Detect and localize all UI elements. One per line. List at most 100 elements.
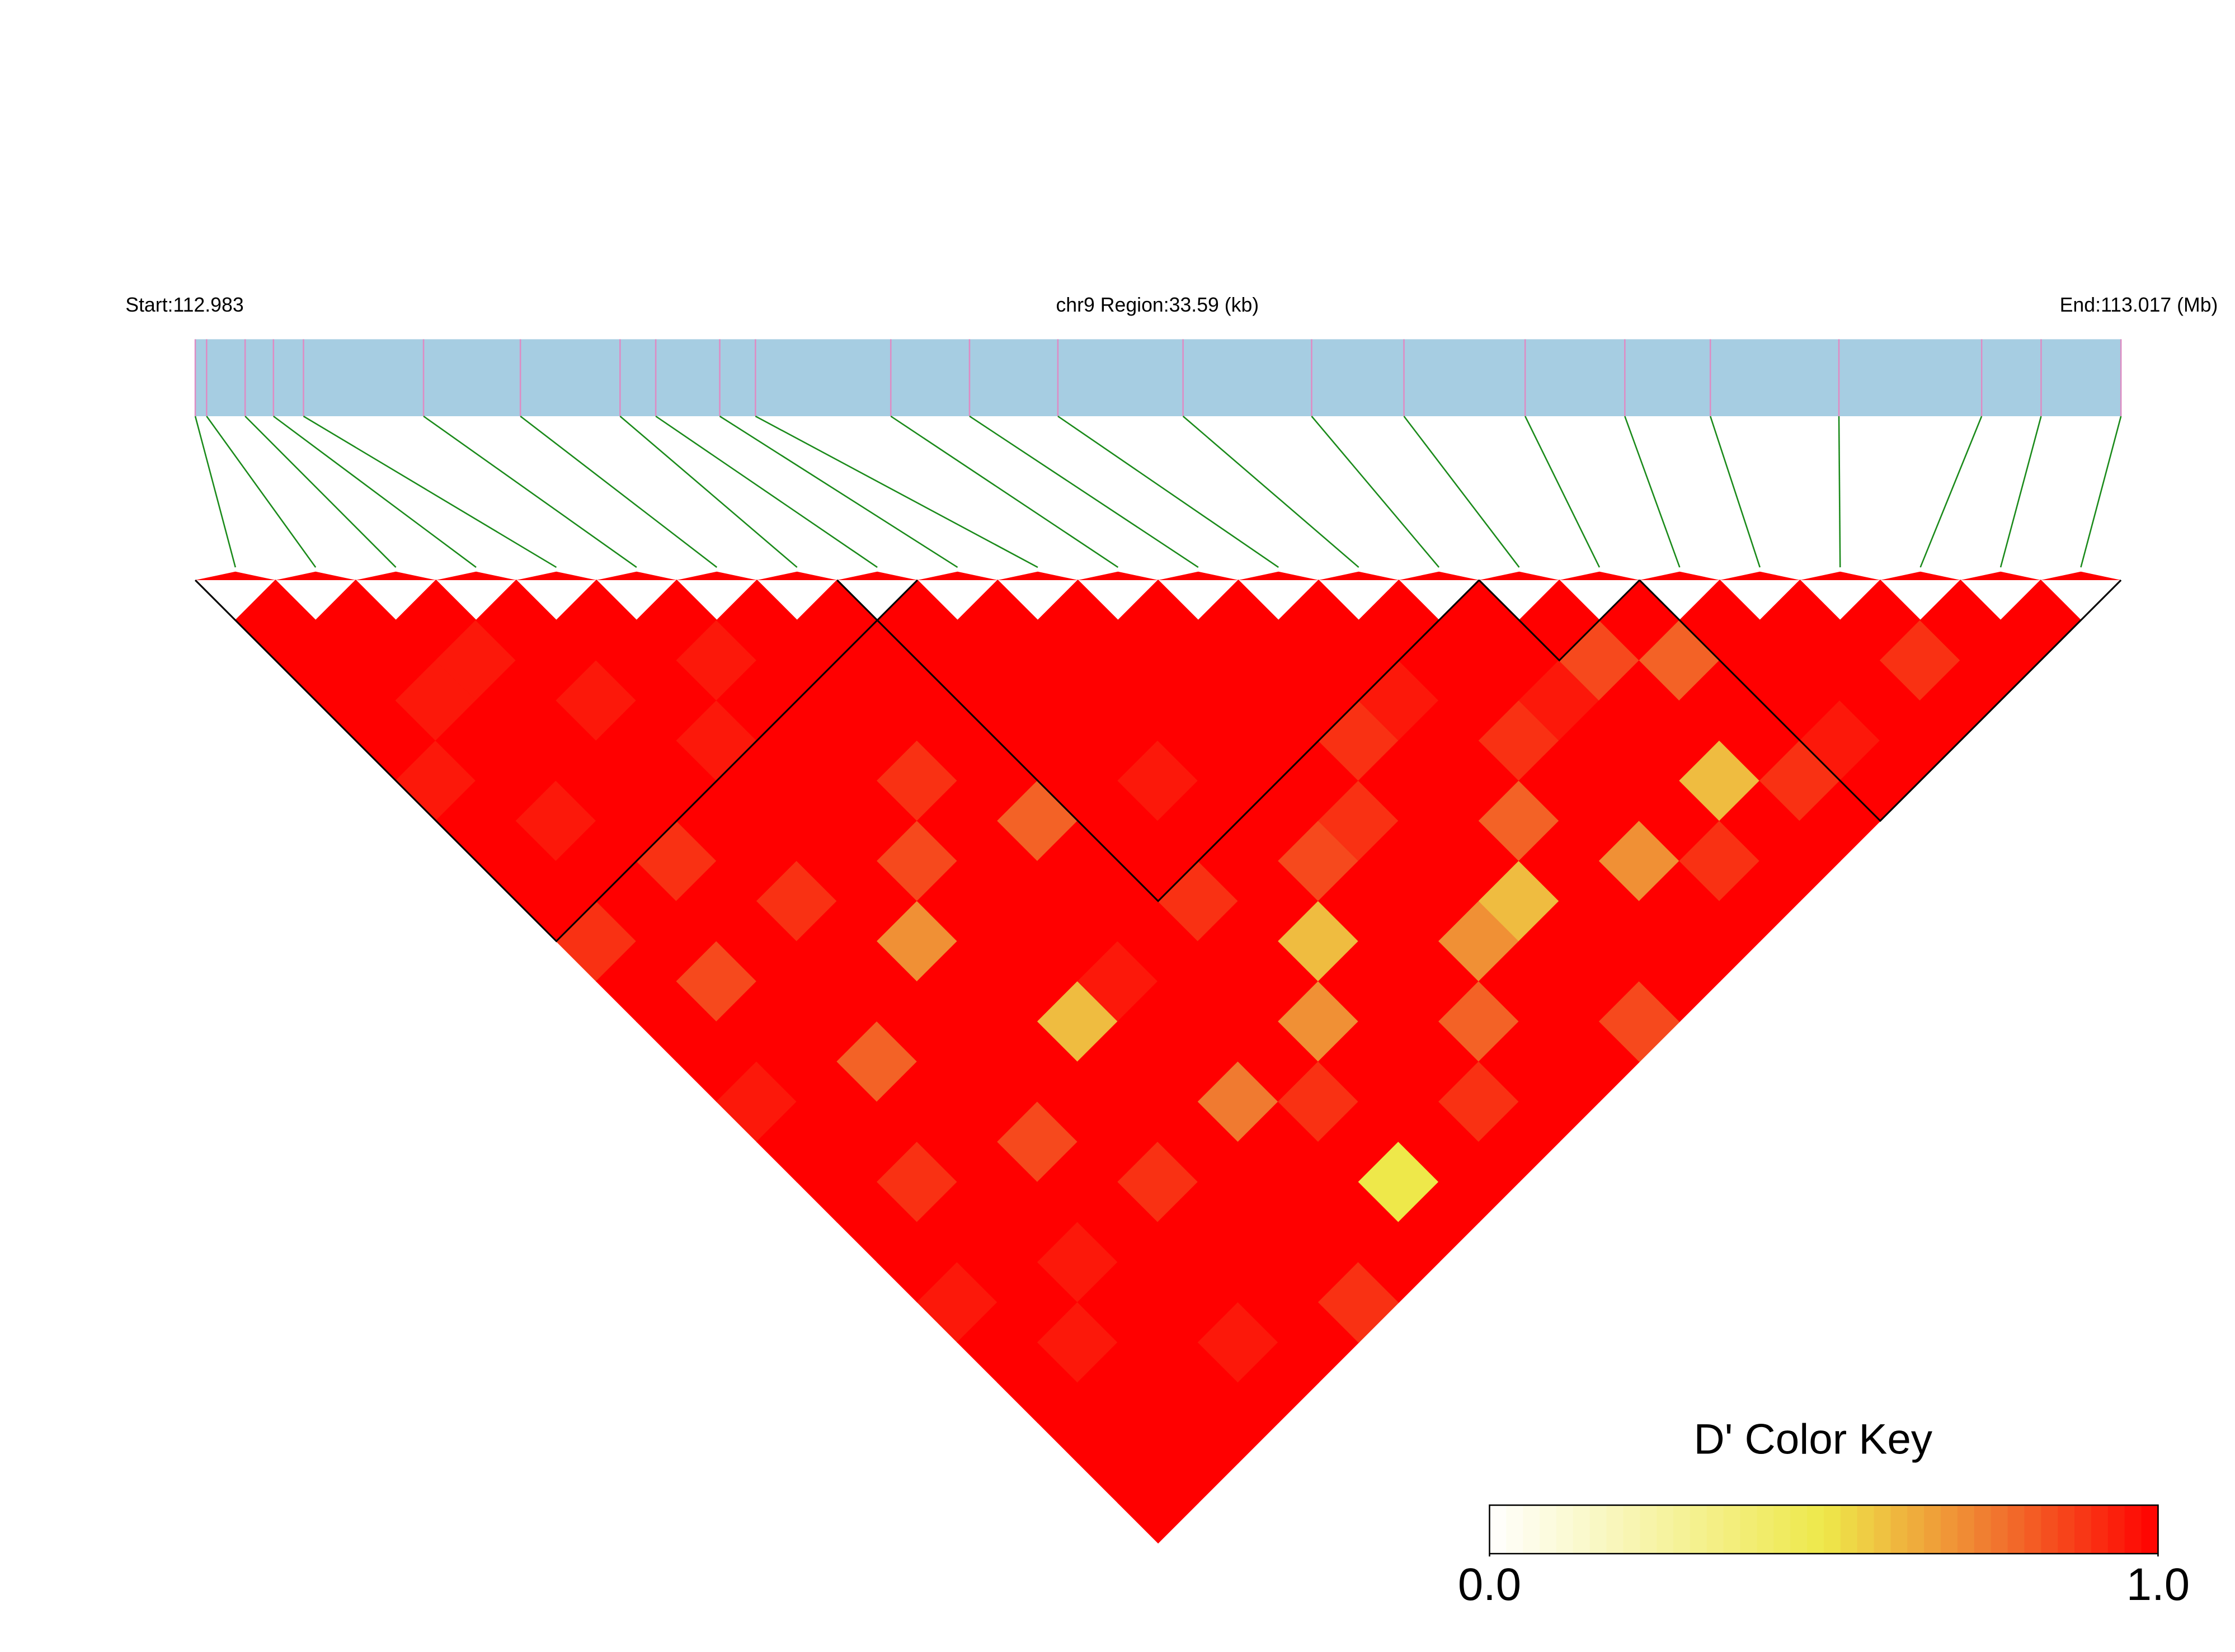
color-key-swatch bbox=[1974, 1505, 1992, 1554]
snp-link bbox=[1624, 416, 1681, 568]
diagonal-tooth bbox=[275, 571, 356, 580]
diagonal-tooth bbox=[1960, 571, 2041, 580]
position-bar bbox=[195, 339, 2121, 416]
color-key-swatch bbox=[2074, 1505, 2092, 1554]
color-key-swatch bbox=[1807, 1505, 1825, 1554]
snp-link bbox=[890, 415, 1119, 568]
color-key-tick-label: 0.0 bbox=[1458, 1559, 1521, 1610]
color-key-swatch bbox=[1723, 1505, 1741, 1554]
color-key-swatch bbox=[1890, 1505, 1908, 1554]
color-key-swatch bbox=[2141, 1505, 2159, 1554]
color-key-swatch bbox=[1740, 1505, 1758, 1554]
ld-block bbox=[1639, 579, 2122, 822]
color-key-swatch bbox=[1589, 1505, 1607, 1554]
diagonal-tooth bbox=[1880, 571, 1961, 580]
snp-link bbox=[273, 415, 477, 568]
color-key-swatch bbox=[2124, 1505, 2142, 1554]
snp-link bbox=[423, 415, 637, 568]
snp-link bbox=[1311, 416, 1440, 568]
start-label: Start:112.983 bbox=[125, 294, 243, 316]
snp-link bbox=[1919, 416, 1983, 568]
color-key-swatch bbox=[1657, 1505, 1674, 1554]
color-key-swatch bbox=[1523, 1505, 1541, 1554]
color-key-swatch bbox=[1757, 1505, 1775, 1554]
color-key-swatch bbox=[1506, 1505, 1524, 1554]
snp-link bbox=[1057, 415, 1279, 568]
ld-block bbox=[194, 579, 918, 943]
snp-link bbox=[303, 415, 557, 568]
snp-link bbox=[655, 415, 878, 568]
color-key-swatch bbox=[1673, 1505, 1691, 1554]
color-key-swatch bbox=[2041, 1505, 2059, 1554]
diagonal-tooth bbox=[1318, 571, 1399, 580]
diagonal-tooth bbox=[1077, 571, 1159, 580]
diagonal-tooth bbox=[516, 571, 597, 580]
diagonal-tooth bbox=[1639, 571, 1720, 580]
diagonal-tooth bbox=[1158, 571, 1239, 580]
diagonal-tooth bbox=[1800, 571, 1880, 580]
color-key-tick-label: 1.0 bbox=[2126, 1559, 2190, 1610]
diagonal-tooth bbox=[596, 571, 677, 580]
snp-link bbox=[619, 416, 798, 568]
color-key-swatch bbox=[1941, 1505, 1959, 1554]
diagonal-tooth bbox=[1399, 571, 1479, 580]
snp-link bbox=[1524, 416, 1601, 568]
color-key-swatch bbox=[1840, 1505, 1858, 1554]
diagonal-tooth bbox=[676, 571, 757, 580]
color-key-swatch bbox=[1489, 1505, 1507, 1554]
color-key-swatch bbox=[2007, 1505, 2025, 1554]
snp-link bbox=[520, 415, 718, 568]
diagonal-tooth bbox=[195, 571, 276, 580]
diagonal-tooth bbox=[2040, 571, 2121, 580]
diagonal-tooth bbox=[997, 571, 1078, 580]
color-key-swatch bbox=[1857, 1505, 1875, 1554]
snp-link bbox=[719, 415, 958, 568]
snp-link bbox=[2080, 416, 2122, 568]
diagonal-tooth bbox=[837, 571, 917, 580]
diagonal-tooth bbox=[1559, 571, 1640, 580]
diagonal-tooth bbox=[1238, 571, 1319, 580]
color-key-swatch bbox=[1606, 1505, 1624, 1554]
diagonal-tooth bbox=[355, 571, 436, 580]
region-label: chr9 Region:33.59 (kb) bbox=[1056, 294, 1259, 316]
color-key-swatch bbox=[2024, 1505, 2042, 1554]
end-label: End:113.017 (Mb) bbox=[2060, 294, 2218, 316]
color-key-swatch bbox=[1690, 1505, 1708, 1554]
diagonal-tooth bbox=[1479, 571, 1560, 580]
color-key-swatch bbox=[1790, 1505, 1808, 1554]
snp-link bbox=[194, 416, 236, 568]
color-key-swatch bbox=[1907, 1505, 1925, 1554]
color-key-swatch bbox=[1540, 1505, 1558, 1554]
color-key-swatch bbox=[1874, 1505, 1891, 1554]
color-key-swatch bbox=[2058, 1505, 2076, 1554]
diagonal-tooth bbox=[757, 571, 837, 580]
color-key-swatch bbox=[1773, 1505, 1791, 1554]
color-key-swatch bbox=[2091, 1505, 2109, 1554]
diagonal-tooth bbox=[436, 571, 516, 580]
snp-link bbox=[206, 416, 317, 568]
snp-link bbox=[1709, 416, 1761, 568]
snp-link bbox=[1403, 416, 1520, 568]
diagonal-tooth bbox=[917, 571, 998, 580]
color-key-swatch bbox=[1991, 1505, 2008, 1554]
ld-block bbox=[836, 579, 1480, 902]
color-key-swatch bbox=[1706, 1505, 1724, 1554]
color-key-swatch bbox=[1556, 1505, 1574, 1554]
color-key-title: D' Color Key bbox=[1694, 1416, 1933, 1463]
color-key-frame bbox=[1489, 1504, 2159, 1555]
color-key-swatch bbox=[2107, 1505, 2125, 1554]
snp-link bbox=[1999, 416, 2042, 568]
snp-link bbox=[1838, 416, 1841, 568]
snp-link bbox=[244, 416, 397, 568]
color-key-swatch bbox=[1957, 1505, 1975, 1554]
snp-link bbox=[755, 415, 1038, 568]
color-key-swatch bbox=[1573, 1505, 1591, 1554]
diagonal-tooth bbox=[1720, 571, 1800, 580]
color-key-swatch bbox=[1924, 1505, 1942, 1554]
color-key-swatch bbox=[1823, 1505, 1842, 1554]
color-key-swatch bbox=[1623, 1505, 1641, 1554]
ld-block bbox=[1478, 579, 1640, 662]
snp-link bbox=[1182, 416, 1359, 568]
color-key-swatch bbox=[1640, 1505, 1658, 1554]
